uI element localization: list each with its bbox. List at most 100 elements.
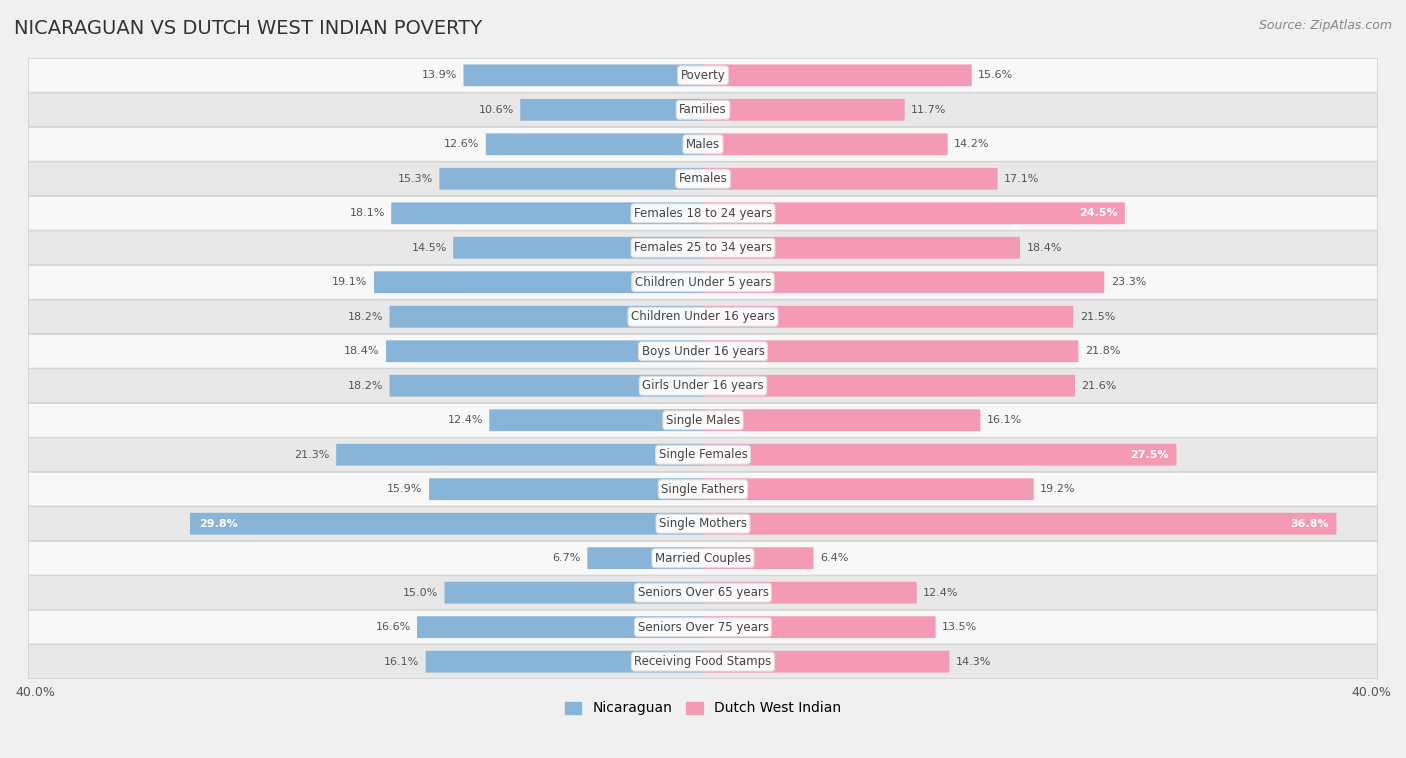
FancyBboxPatch shape xyxy=(444,582,703,603)
Text: 21.3%: 21.3% xyxy=(294,449,330,459)
Text: 17.1%: 17.1% xyxy=(1004,174,1039,183)
FancyBboxPatch shape xyxy=(389,374,703,396)
FancyBboxPatch shape xyxy=(28,576,1378,609)
FancyBboxPatch shape xyxy=(190,513,703,534)
FancyBboxPatch shape xyxy=(391,202,703,224)
FancyBboxPatch shape xyxy=(703,582,917,603)
FancyBboxPatch shape xyxy=(28,93,1378,127)
Text: Children Under 5 years: Children Under 5 years xyxy=(634,276,772,289)
Text: 18.1%: 18.1% xyxy=(350,208,385,218)
FancyBboxPatch shape xyxy=(28,231,1378,265)
Text: Females 25 to 34 years: Females 25 to 34 years xyxy=(634,241,772,254)
FancyBboxPatch shape xyxy=(28,196,1378,230)
Text: 6.4%: 6.4% xyxy=(820,553,848,563)
Legend: Nicaraguan, Dutch West Indian: Nicaraguan, Dutch West Indian xyxy=(565,701,841,716)
FancyBboxPatch shape xyxy=(28,507,1378,540)
FancyBboxPatch shape xyxy=(703,409,980,431)
FancyBboxPatch shape xyxy=(703,374,1076,396)
Text: 15.6%: 15.6% xyxy=(979,70,1014,80)
Text: 36.8%: 36.8% xyxy=(1291,518,1329,528)
Text: Married Couples: Married Couples xyxy=(655,552,751,565)
Text: Poverty: Poverty xyxy=(681,69,725,82)
FancyBboxPatch shape xyxy=(28,438,1378,471)
Text: 12.6%: 12.6% xyxy=(444,139,479,149)
FancyBboxPatch shape xyxy=(703,616,935,638)
FancyBboxPatch shape xyxy=(453,236,703,258)
FancyBboxPatch shape xyxy=(703,99,904,121)
Text: 16.1%: 16.1% xyxy=(987,415,1022,425)
FancyBboxPatch shape xyxy=(28,58,1378,92)
Text: 18.4%: 18.4% xyxy=(344,346,380,356)
Text: Single Fathers: Single Fathers xyxy=(661,483,745,496)
Text: Boys Under 16 years: Boys Under 16 years xyxy=(641,345,765,358)
FancyBboxPatch shape xyxy=(28,645,1378,678)
Text: Females 18 to 24 years: Females 18 to 24 years xyxy=(634,207,772,220)
Text: 21.8%: 21.8% xyxy=(1085,346,1121,356)
Text: Single Mothers: Single Mothers xyxy=(659,517,747,530)
FancyBboxPatch shape xyxy=(28,265,1378,299)
FancyBboxPatch shape xyxy=(703,236,1019,258)
FancyBboxPatch shape xyxy=(703,64,972,86)
Text: Males: Males xyxy=(686,138,720,151)
Text: 14.3%: 14.3% xyxy=(956,656,991,666)
FancyBboxPatch shape xyxy=(703,168,998,190)
Text: 24.5%: 24.5% xyxy=(1078,208,1118,218)
FancyBboxPatch shape xyxy=(703,444,1177,465)
Text: Single Males: Single Males xyxy=(666,414,740,427)
FancyBboxPatch shape xyxy=(703,305,1073,327)
FancyBboxPatch shape xyxy=(28,300,1378,334)
Text: 14.2%: 14.2% xyxy=(955,139,990,149)
Text: 6.7%: 6.7% xyxy=(553,553,581,563)
FancyBboxPatch shape xyxy=(464,64,703,86)
FancyBboxPatch shape xyxy=(28,610,1378,644)
Text: 13.5%: 13.5% xyxy=(942,622,977,632)
FancyBboxPatch shape xyxy=(336,444,703,465)
Text: 15.0%: 15.0% xyxy=(404,587,439,597)
FancyBboxPatch shape xyxy=(588,547,703,569)
FancyBboxPatch shape xyxy=(440,168,703,190)
FancyBboxPatch shape xyxy=(389,305,703,327)
FancyBboxPatch shape xyxy=(703,202,1125,224)
FancyBboxPatch shape xyxy=(703,651,949,672)
FancyBboxPatch shape xyxy=(520,99,703,121)
FancyBboxPatch shape xyxy=(28,334,1378,368)
FancyBboxPatch shape xyxy=(703,133,948,155)
Text: 23.3%: 23.3% xyxy=(1111,277,1146,287)
Text: 19.2%: 19.2% xyxy=(1040,484,1076,494)
Text: Seniors Over 75 years: Seniors Over 75 years xyxy=(637,621,769,634)
Text: Girls Under 16 years: Girls Under 16 years xyxy=(643,379,763,392)
Text: 40.0%: 40.0% xyxy=(1351,687,1391,700)
Text: 13.9%: 13.9% xyxy=(422,70,457,80)
FancyBboxPatch shape xyxy=(703,340,1078,362)
Text: 16.6%: 16.6% xyxy=(375,622,411,632)
FancyBboxPatch shape xyxy=(429,478,703,500)
FancyBboxPatch shape xyxy=(374,271,703,293)
Text: Single Females: Single Females xyxy=(658,448,748,461)
Text: 11.7%: 11.7% xyxy=(911,105,946,114)
FancyBboxPatch shape xyxy=(28,369,1378,402)
FancyBboxPatch shape xyxy=(426,651,703,672)
Text: Females: Females xyxy=(679,172,727,185)
FancyBboxPatch shape xyxy=(418,616,703,638)
FancyBboxPatch shape xyxy=(28,472,1378,506)
FancyBboxPatch shape xyxy=(28,162,1378,196)
FancyBboxPatch shape xyxy=(387,340,703,362)
FancyBboxPatch shape xyxy=(486,133,703,155)
Text: NICARAGUAN VS DUTCH WEST INDIAN POVERTY: NICARAGUAN VS DUTCH WEST INDIAN POVERTY xyxy=(14,19,482,38)
FancyBboxPatch shape xyxy=(703,513,1337,534)
Text: Receiving Food Stamps: Receiving Food Stamps xyxy=(634,655,772,668)
Text: 12.4%: 12.4% xyxy=(924,587,959,597)
Text: 12.4%: 12.4% xyxy=(447,415,482,425)
FancyBboxPatch shape xyxy=(703,271,1104,293)
Text: 15.9%: 15.9% xyxy=(387,484,423,494)
Text: 18.2%: 18.2% xyxy=(347,312,382,321)
FancyBboxPatch shape xyxy=(28,541,1378,575)
Text: 29.8%: 29.8% xyxy=(200,518,238,528)
FancyBboxPatch shape xyxy=(703,478,1033,500)
Text: Children Under 16 years: Children Under 16 years xyxy=(631,310,775,323)
Text: 14.5%: 14.5% xyxy=(412,243,447,252)
FancyBboxPatch shape xyxy=(703,547,814,569)
FancyBboxPatch shape xyxy=(489,409,703,431)
Text: 15.3%: 15.3% xyxy=(398,174,433,183)
Text: 21.6%: 21.6% xyxy=(1081,381,1116,390)
